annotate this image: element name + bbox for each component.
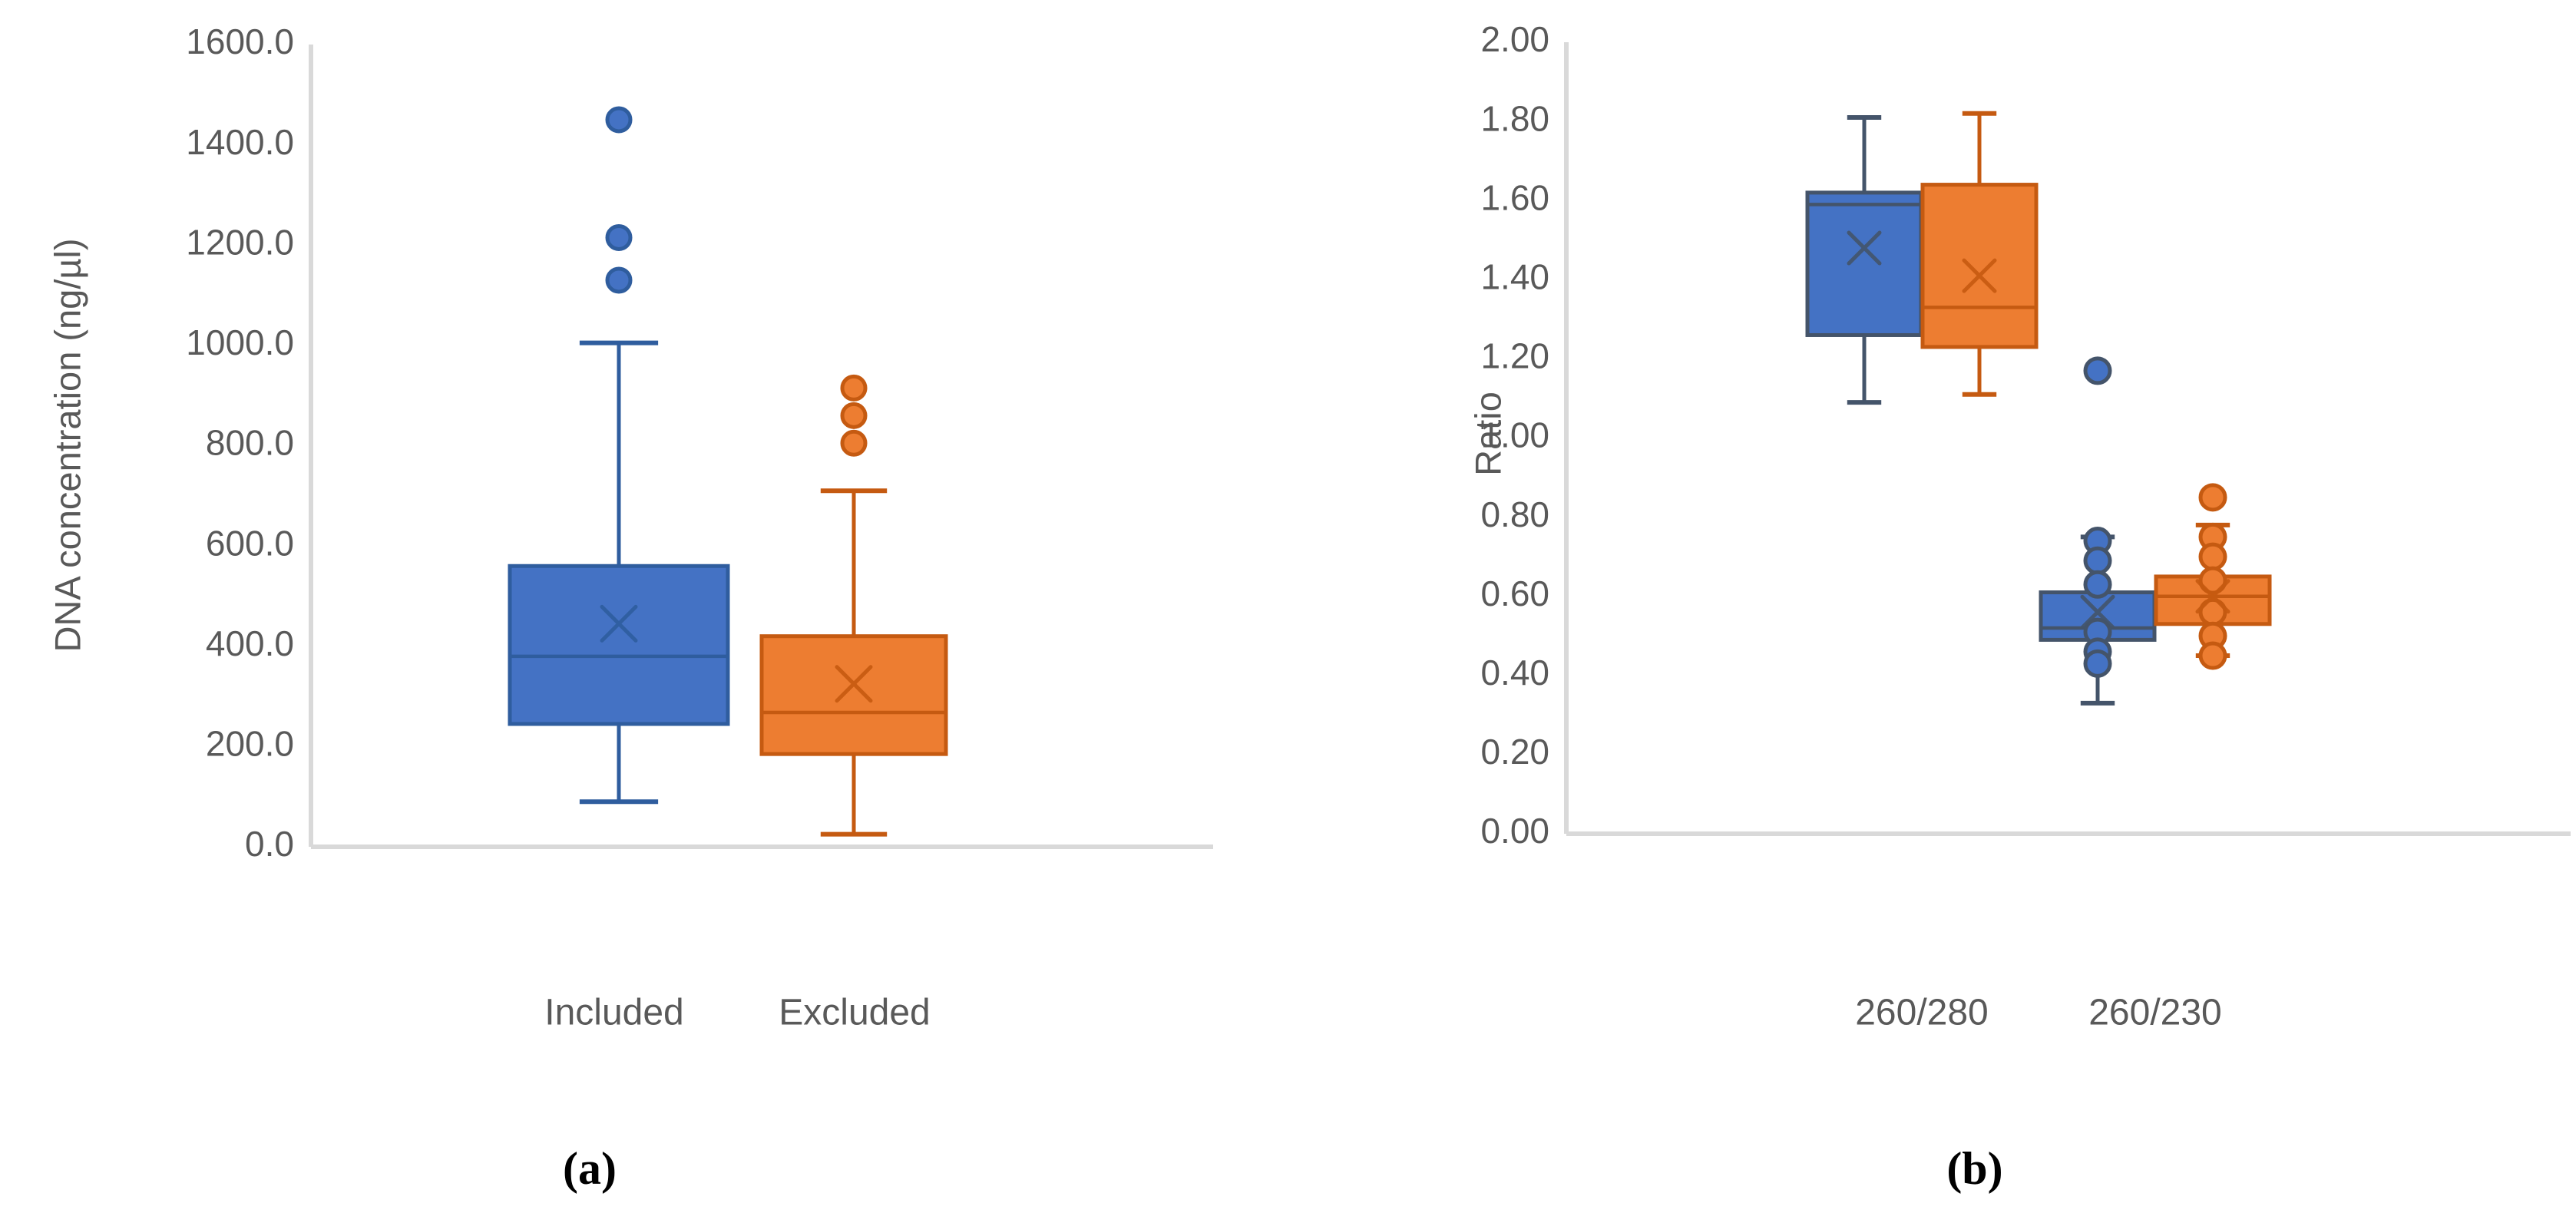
category-label-a-1: Excluded [779, 993, 930, 1033]
y-tick-label-b-6: 1.20 [1480, 336, 1549, 376]
iqr-box [508, 564, 730, 726]
y-tick-label-b-9: 1.80 [1480, 98, 1549, 138]
data-point-dot-2 [2198, 566, 2227, 595]
outlier-dot-2 [840, 374, 868, 402]
y-tick-label-b-10: 2.00 [1480, 19, 1549, 59]
y-tick-label-a-1: 200.0 [206, 724, 294, 764]
data-point-dot-5 [2198, 641, 2227, 670]
mean-x-marker [2195, 579, 2230, 614]
data-point-dot-5 [2083, 649, 2112, 678]
outlier-dot-2 [605, 106, 633, 134]
y-axis-title-b: Ratio [1467, 392, 1508, 476]
mean-x-marker [835, 665, 873, 703]
outlier-dot-1 [605, 223, 633, 251]
data-point-dot-1 [2198, 542, 2227, 571]
y-tick-label-b-3: 0.60 [1480, 573, 1549, 613]
data-point-dot-1 [2083, 546, 2112, 575]
box-b-260230-blue [2039, 356, 2157, 706]
outlier-dot-0 [840, 429, 868, 457]
panel-caption-b: (b) [1946, 1143, 2002, 1194]
y-tick-label-b-7: 1.40 [1480, 256, 1549, 296]
y-tick-label-b-8: 1.60 [1480, 177, 1549, 217]
y-tick-label-b-1: 0.20 [1480, 732, 1549, 772]
box-b-260230-orange [2154, 483, 2272, 670]
y-tick-label-a-7: 1400.0 [186, 122, 294, 162]
outlier-dot-0 [605, 266, 633, 294]
y-axis-title-a: DNA concentration (ng/µl) [47, 238, 88, 652]
category-label-b-0: 260/280 [1855, 993, 1989, 1033]
box-a-Excluded-orange [759, 374, 948, 837]
outlier-dot-0 [2198, 483, 2227, 512]
mean-x-marker [1962, 258, 1997, 293]
box-a-Included-blue [508, 106, 730, 805]
y-tick-label-a-5: 1000.0 [186, 322, 294, 362]
panel-a: 0.0 200.0 400.0 600.0 800.0 1000.0 1200.0 1400.… [47, 21, 1213, 1194]
y-tick-label-b-4: 0.80 [1480, 494, 1549, 534]
y-tick-label-a-0: 0.0 [245, 824, 294, 864]
y-tick-label-b-5: 1.00 [1480, 415, 1549, 455]
y-tick-label-a-4: 800.0 [206, 423, 294, 463]
category-label-b-1: 260/230 [2088, 993, 2222, 1033]
iqr-box [1920, 183, 2039, 349]
iqr-box [759, 634, 948, 756]
iqr-box [1805, 190, 1923, 337]
box-b-260280-blue [1805, 114, 1923, 405]
mean-x-marker [600, 604, 638, 643]
box-b-260280-orange [1920, 111, 2039, 397]
outlier-dot-0 [2083, 356, 2112, 385]
data-point-dot-2 [2083, 570, 2112, 599]
panel-b: 0.00 0.20 0.40 0.60 0.80 1.00 1.20 1.40 1.60 1.80… [1467, 19, 2571, 1194]
category-label-a-0: Included [544, 993, 683, 1033]
panel-caption-a: (a) [563, 1143, 617, 1194]
y-tick-label-a-2: 400.0 [206, 623, 294, 663]
y-tick-label-a-8: 1600.0 [186, 21, 294, 61]
y-tick-label-a-3: 600.0 [206, 523, 294, 563]
mean-x-marker [2080, 594, 2115, 630]
y-tick-label-a-6: 1200.0 [186, 222, 294, 262]
y-tick-label-b-2: 0.40 [1480, 653, 1549, 692]
outlier-dot-1 [840, 402, 868, 429]
y-tick-label-b-0: 0.00 [1480, 811, 1549, 851]
mean-x-marker [1847, 230, 1882, 266]
